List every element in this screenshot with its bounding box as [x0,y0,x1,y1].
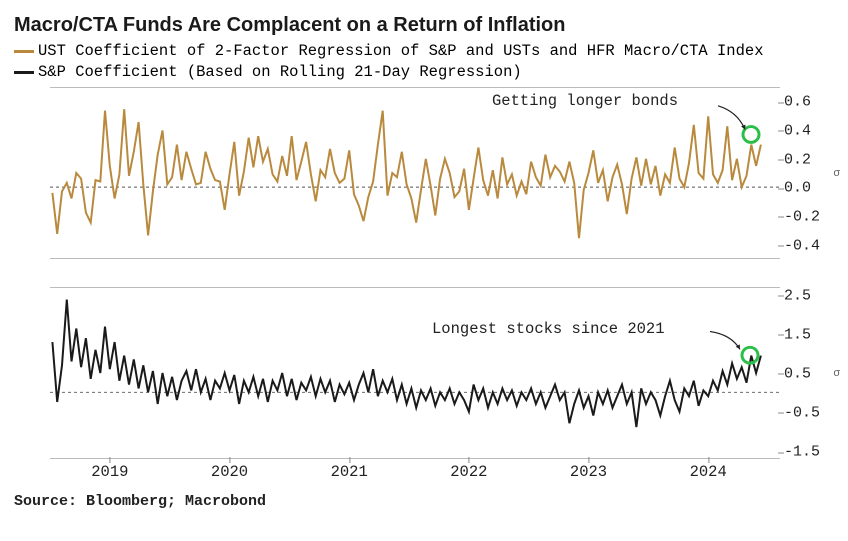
y-axis-bottom: -1.5-0.50.51.52.5 [784,288,840,458]
legend-swatch-ust [14,50,34,53]
legend-item-ust: UST Coefficient of 2-Factor Regression o… [14,41,836,62]
legend-label-sp: S&P Coefficient (Based on Rolling 21-Day… [38,62,522,83]
legend: UST Coefficient of 2-Factor Regression o… [14,41,836,83]
chart-title: Macro/CTA Funds Are Complacent on a Retu… [14,14,836,37]
top-plot-svg [50,88,780,258]
top-panel: -0.4-0.20.00.20.40.6 Getting longer bond… [50,87,780,259]
bottom-panel: -1.5-0.50.51.52.5 Longest stocks since 2… [50,287,780,459]
legend-label-ust: UST Coefficient of 2-Factor Regression o… [38,41,764,62]
bottom-plot-svg [50,288,780,458]
x-axis: 201920202021202220232024 [50,463,780,483]
charts-area: -0.4-0.20.00.20.40.6 Getting longer bond… [14,87,834,483]
source-text: Source: Bloomberg; Macrobond [14,493,836,510]
legend-item-sp: S&P Coefficient (Based on Rolling 21-Day… [14,62,836,83]
annotation-bottom: Longest stocks since 2021 [432,320,665,338]
annotation-top: Getting longer bonds [492,92,678,110]
legend-swatch-sp [14,71,34,74]
y-axis-top: -0.4-0.20.00.20.40.6 [784,88,840,258]
